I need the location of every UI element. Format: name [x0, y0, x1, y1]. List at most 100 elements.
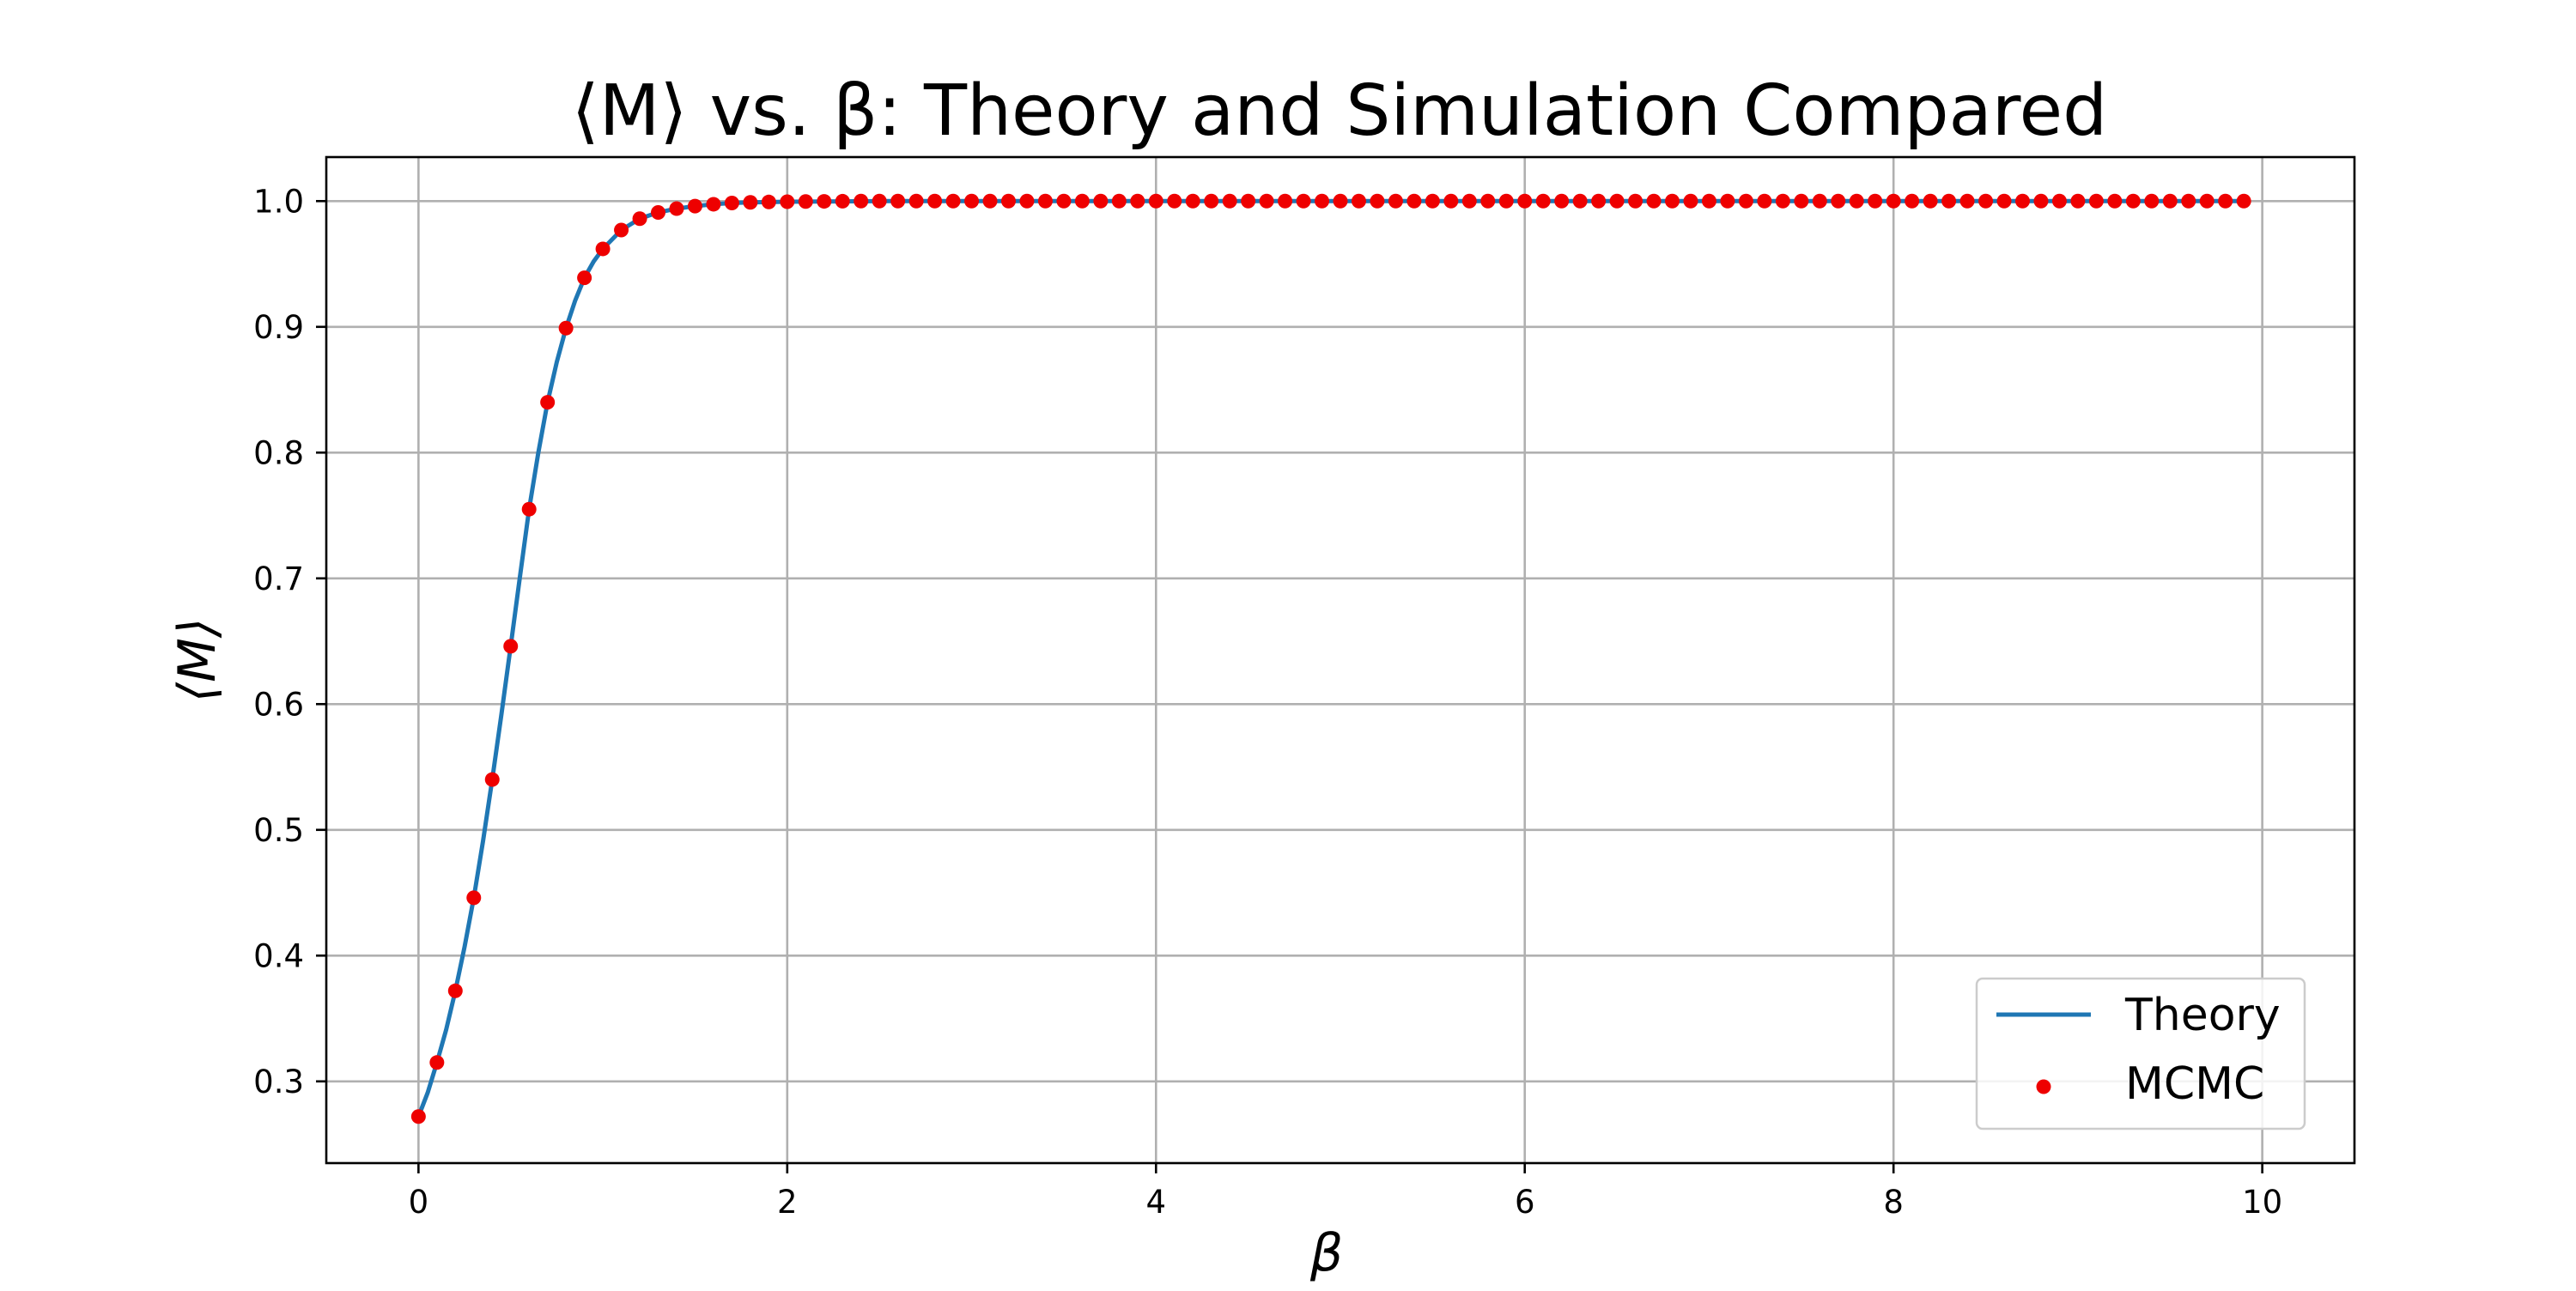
mcmc-point [817, 194, 832, 209]
x-tick-label: 0 [409, 1184, 429, 1221]
mcmc-point [1849, 193, 1864, 209]
mcmc-point [706, 197, 721, 212]
legend: Theory MCMC [1975, 977, 2306, 1130]
mcmc-point [2162, 193, 2178, 209]
mcmc-point [2107, 193, 2123, 209]
mcmc-point [614, 222, 629, 238]
mcmc-point [1701, 193, 1716, 209]
mcmc-point [1370, 193, 1385, 209]
y-tick-label: 0.4 [253, 937, 304, 974]
mcmc-point [798, 194, 813, 209]
mcmc-point [2144, 193, 2160, 209]
mcmc-point [2088, 193, 2104, 209]
x-tick-label: 10 [2242, 1184, 2282, 1221]
mcmc-point [1831, 193, 1846, 209]
x-tick-label: 8 [1883, 1184, 1904, 1221]
mcmc-point [1959, 193, 1975, 209]
mcmc-point [1315, 193, 1330, 209]
mcmc-point [1259, 193, 1274, 209]
mcmc-point [1665, 193, 1680, 209]
mcmc-point [1628, 193, 1643, 209]
mcmc-point [1296, 193, 1311, 209]
mcmc-point [466, 890, 482, 906]
chart-title: ⟨M⟩ vs. β: Theory and Simulation Compare… [572, 70, 2107, 152]
mcmc-point [1738, 193, 1753, 209]
y-tick-label: 0.7 [253, 561, 304, 597]
mcmc-point [1905, 193, 1920, 209]
mcmc-point [1572, 193, 1588, 209]
mcmc-point [2218, 193, 2233, 209]
mcmc-point [1148, 193, 1163, 209]
mcmc-point [1425, 193, 1440, 209]
mcmc-point [964, 193, 980, 209]
mcmc-point [780, 194, 795, 209]
mcmc-point [410, 1109, 426, 1124]
mcmc-point [1480, 193, 1496, 209]
mcmc-point [577, 270, 592, 286]
mcmc-point [1978, 193, 1994, 209]
mcmc-point [1646, 193, 1662, 209]
mcmc-point [521, 501, 537, 517]
mcmc-point [687, 198, 702, 214]
mcmc-point [1278, 193, 1293, 209]
mcmc-point [632, 211, 647, 227]
mcmc-point [1443, 193, 1459, 209]
y-tick-label: 1.0 [253, 183, 304, 220]
mcmc-point [595, 241, 611, 257]
mcmc-point [1757, 193, 1772, 209]
mcmc-point [484, 772, 500, 787]
mcmc-point [1683, 193, 1698, 209]
mcmc-point [2181, 193, 2196, 209]
mcmc-point [651, 204, 666, 220]
mcmc-point [1222, 193, 1237, 209]
mcmc-point [447, 983, 463, 998]
x-axis-label: β [1309, 1223, 1343, 1283]
y-tick-label: 0.6 [253, 686, 304, 723]
mcmc-point [908, 193, 924, 209]
mcmc-point [1204, 193, 1219, 209]
mcmc-point [1185, 193, 1200, 209]
legend-label-mcmc: MCMC [2125, 1058, 2264, 1110]
mcmc-point [835, 193, 850, 209]
mcmc-point [669, 201, 684, 216]
mcmc-point [1498, 193, 1514, 209]
y-tick-label: 0.5 [253, 812, 304, 849]
mcmc-point [1720, 193, 1735, 209]
y-tick-label: 0.9 [253, 309, 304, 346]
mcmc-point [982, 193, 998, 209]
data-layer [410, 193, 2251, 1124]
mcmc-point [761, 194, 776, 209]
y-tick-label: 0.3 [253, 1064, 304, 1100]
mcmc-point [854, 193, 869, 209]
mcmc-point [945, 193, 961, 209]
mcmc-point [890, 193, 906, 209]
mcmc-point [872, 193, 887, 209]
mcmc-point [1535, 193, 1551, 209]
mcmc-point [2125, 193, 2141, 209]
mcmc-point [1388, 193, 1403, 209]
mcmc-point [1074, 193, 1090, 209]
mcmc-point [724, 195, 739, 210]
mcmc-point [2070, 193, 2086, 209]
mcmc-point [1886, 193, 1901, 209]
mcmc-point [540, 395, 556, 410]
legend-marker-swatch [2036, 1079, 2051, 1094]
mcmc-point [558, 320, 574, 336]
legend-label-theory: Theory [2124, 990, 2281, 1041]
mcmc-point [1056, 193, 1072, 209]
y-axis-label: ⟨M⟩ [167, 618, 228, 703]
mcmc-point [503, 639, 519, 654]
mcmc-point [2033, 193, 2049, 209]
axes-frame [325, 155, 2356, 1165]
mcmc-point [429, 1055, 445, 1070]
mcmc-point [1996, 193, 2012, 209]
mcmc-point [1775, 193, 1790, 209]
mcmc-point [1019, 193, 1035, 209]
mcmc-point [1554, 193, 1570, 209]
mcmc-point [2051, 193, 2067, 209]
x-tick-label: 6 [1515, 1184, 1535, 1221]
mcmc-point [1517, 193, 1533, 209]
mcmc-point [1241, 193, 1256, 209]
mcmc-point [1000, 193, 1016, 209]
